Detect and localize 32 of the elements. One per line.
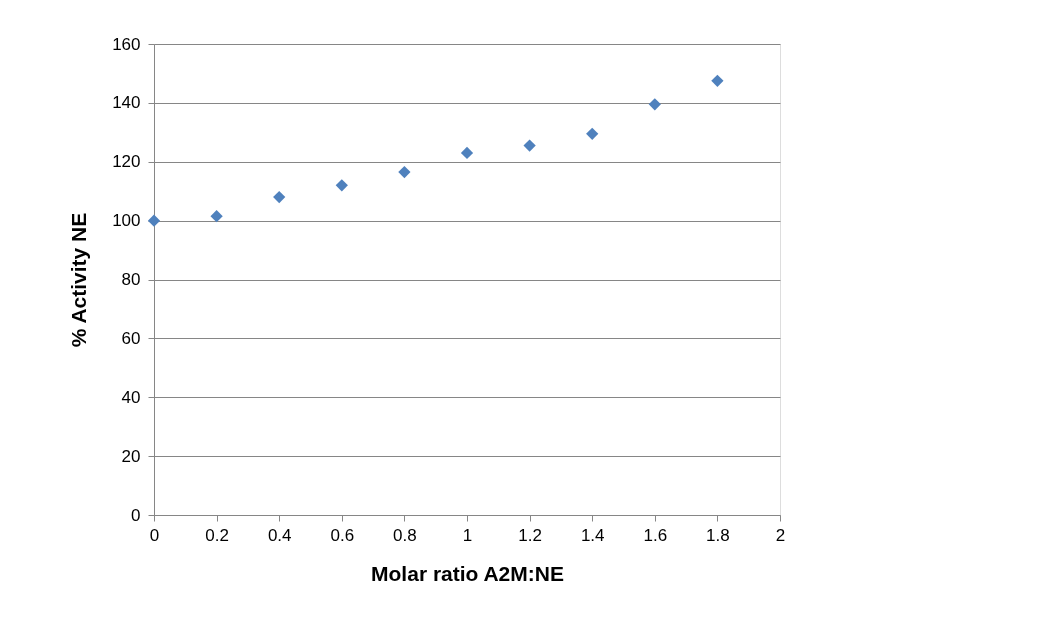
x-tick-label: 0.8	[393, 525, 417, 545]
x-axis-title: Molar ratio A2M:NE	[371, 561, 564, 585]
point	[147, 214, 161, 227]
y-tick-label: 20	[121, 446, 141, 466]
y-tick-label: 100	[112, 211, 141, 231]
y-tick-label: 0	[131, 505, 141, 525]
x-tick-label: 1.2	[518, 525, 542, 545]
point	[398, 165, 411, 179]
point	[648, 98, 661, 111]
point	[460, 146, 474, 160]
point	[586, 127, 599, 140]
point	[210, 210, 223, 223]
x-tick-label: 0	[149, 525, 160, 545]
x-tick-label: 1	[462, 525, 473, 545]
point	[523, 139, 536, 152]
x-tick-label: 2	[775, 525, 786, 545]
y-tick-label: 120	[112, 152, 141, 172]
y-tick-label: 40	[121, 387, 141, 407]
x-tick-label: 0.6	[330, 525, 355, 545]
x-tick-label: 0.4	[267, 525, 292, 545]
x-tick-label: 0.2	[205, 525, 229, 545]
x-tick-label: 1.4	[580, 525, 605, 545]
x-tick-label: 1.6	[643, 525, 668, 545]
y-tick-label: 140	[112, 93, 141, 113]
point	[273, 190, 286, 204]
x-tick-label: 1.8	[706, 525, 730, 545]
y-tick-label: 60	[121, 328, 141, 348]
y-axis-title: % Activity NE	[67, 212, 91, 348]
point	[335, 179, 348, 192]
point	[711, 74, 724, 87]
y-tick-label: 160	[112, 34, 141, 54]
y-tick-label: 80	[121, 270, 141, 289]
